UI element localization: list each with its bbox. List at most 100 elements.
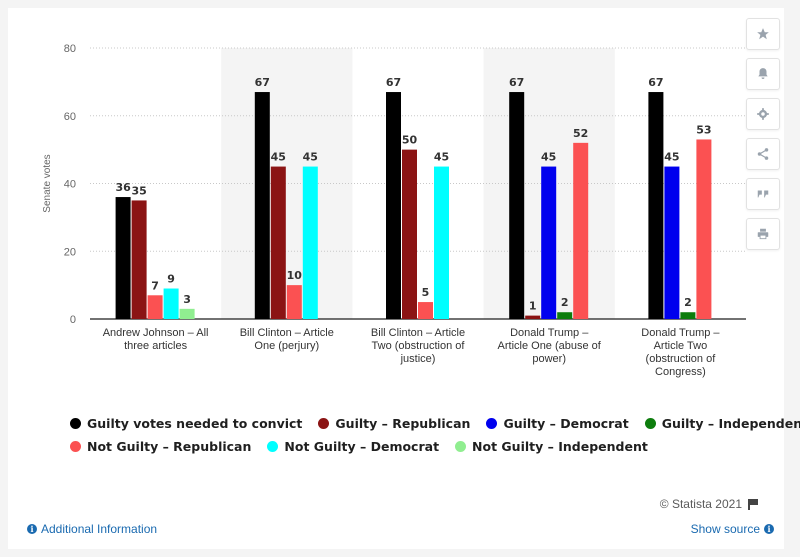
y-tick-label: 0 (70, 314, 76, 326)
notification-button[interactable] (746, 58, 780, 90)
x-tick-label: Bill Clinton – Article Two (obstruction o… (371, 327, 465, 365)
legend-swatch (70, 418, 81, 429)
legend-item[interactable]: Guilty votes needed to convict (70, 416, 302, 431)
data-label: 67 (255, 76, 270, 89)
x-tick-label-line: (obstruction of (646, 353, 717, 365)
print-button[interactable] (746, 218, 780, 250)
cite-button[interactable] (746, 178, 780, 210)
legend-item[interactable]: Guilty – Independent (644, 416, 800, 431)
bar (386, 92, 401, 319)
credit-text: © Statista 2021 (659, 497, 742, 511)
flag-icon (748, 499, 758, 510)
bar (418, 302, 433, 319)
quote-icon (757, 190, 769, 198)
y-tick-label: 20 (64, 246, 76, 258)
data-label: 7 (151, 279, 159, 292)
legend-item[interactable]: Not Guilty – Independent (455, 439, 648, 454)
bar (402, 149, 417, 319)
data-label: 67 (386, 76, 401, 89)
x-tick-label-line: Two (obstruction of (372, 340, 466, 352)
additional-information-label: Additional Information (41, 522, 158, 536)
bar (163, 288, 179, 319)
legend-item[interactable]: Guilty – Democrat (486, 416, 629, 431)
print-icon (757, 228, 769, 240)
legend: Guilty votes needed to convict Guilty – … (70, 412, 800, 458)
bar (509, 92, 525, 319)
bar (557, 312, 573, 319)
data-label: 67 (509, 76, 524, 89)
bar (270, 166, 286, 319)
data-label: 3 (183, 293, 191, 306)
x-tick-label-line: Donald Trump – (510, 327, 589, 339)
data-label: 45 (541, 151, 556, 164)
bar (179, 308, 195, 319)
data-label: 45 (434, 151, 449, 164)
bar (541, 166, 557, 319)
x-tick-label: Bill Clinton – Article One (perjury) (240, 327, 334, 352)
additional-information-link[interactable]: i Additional Information (27, 522, 157, 536)
bar (147, 295, 163, 319)
legend-label: Guilty – Republican (335, 416, 471, 431)
legend-swatch (318, 418, 330, 429)
legend-swatch (70, 441, 81, 452)
bar (525, 315, 541, 319)
favorite-button[interactable] (746, 18, 780, 50)
legend-item[interactable]: Not Guilty – Democrat (267, 439, 439, 454)
legend-row-1: Guilty votes needed to convict Guilty – … (70, 412, 800, 435)
data-label: 67 (648, 76, 663, 89)
bar (664, 166, 680, 319)
legend-row-2: Not Guilty – Republican Not Guilty – Dem… (70, 435, 760, 458)
info-icon: i (27, 524, 37, 534)
data-label: 2 (684, 296, 692, 309)
data-label: 5 (422, 286, 430, 299)
share-icon (757, 148, 769, 160)
bar (254, 92, 270, 319)
bar (696, 139, 712, 319)
bar-chart: 0 20 40 60 80 Senate votes 36 35 793 Andrew Johns… (42, 43, 746, 378)
legend-label: Not Guilty – Democrat (284, 439, 440, 454)
x-tick-label-line: Article One (abuse of (498, 340, 602, 352)
x-tick-label-line: Bill Clinton – Article (240, 327, 334, 339)
data-label: 53 (696, 123, 711, 136)
x-tick-label-line: Donald Trump – (641, 327, 720, 339)
x-tick-label-line: three articles (124, 340, 187, 352)
data-label: 10 (287, 269, 303, 282)
data-label: 45 (664, 151, 679, 164)
info-icon: i (764, 524, 774, 534)
x-tick-label-line: Congress) (655, 366, 706, 378)
legend-swatch (644, 418, 656, 429)
x-tick-label-line: One (perjury) (254, 340, 319, 352)
settings-button[interactable] (746, 98, 780, 130)
legend-item[interactable]: Guilty – Republican (318, 416, 470, 431)
y-axis-title: Senate votes (42, 154, 53, 212)
bar (302, 166, 318, 319)
legend-label: Not Guilty – Republican (87, 439, 252, 454)
y-tick-label: 60 (64, 111, 76, 123)
legend-label: Guilty – Democrat (503, 416, 629, 431)
x-tick-label: Donald Trump – Article One (abuse of power… (498, 327, 602, 365)
chart-card: 0 20 40 60 80 Senate votes 36 35 7 9 3 Andrew Johns… (8, 8, 800, 549)
data-label: 52 (573, 127, 588, 140)
legend-label: Guilty votes needed to convict (87, 416, 303, 431)
bell-icon (758, 68, 768, 79)
legend-label: Guilty – Independent (661, 416, 800, 431)
show-source-link[interactable]: Show source i (691, 522, 774, 536)
bar (115, 197, 131, 319)
x-tick-label-line: power) (532, 353, 566, 365)
data-label: 50 (402, 134, 418, 147)
data-label: 2 (561, 296, 569, 309)
statista-credit[interactable]: © Statista 2021 (660, 497, 758, 511)
y-tick-label: 40 (64, 179, 76, 191)
gear-icon (757, 108, 769, 120)
legend-label: Not Guilty – Independent (472, 439, 648, 454)
bar (680, 312, 696, 319)
legend-item[interactable]: Not Guilty – Republican (70, 439, 251, 454)
y-tick-label: 80 (64, 43, 76, 55)
x-tick-label: Andrew Johnson – All three articles (103, 327, 209, 352)
share-button[interactable] (746, 138, 780, 170)
data-label: 9 (167, 273, 175, 286)
data-label: 35 (131, 184, 146, 197)
data-label: 1 (529, 300, 537, 313)
bar (286, 285, 302, 319)
legend-swatch (486, 418, 498, 429)
